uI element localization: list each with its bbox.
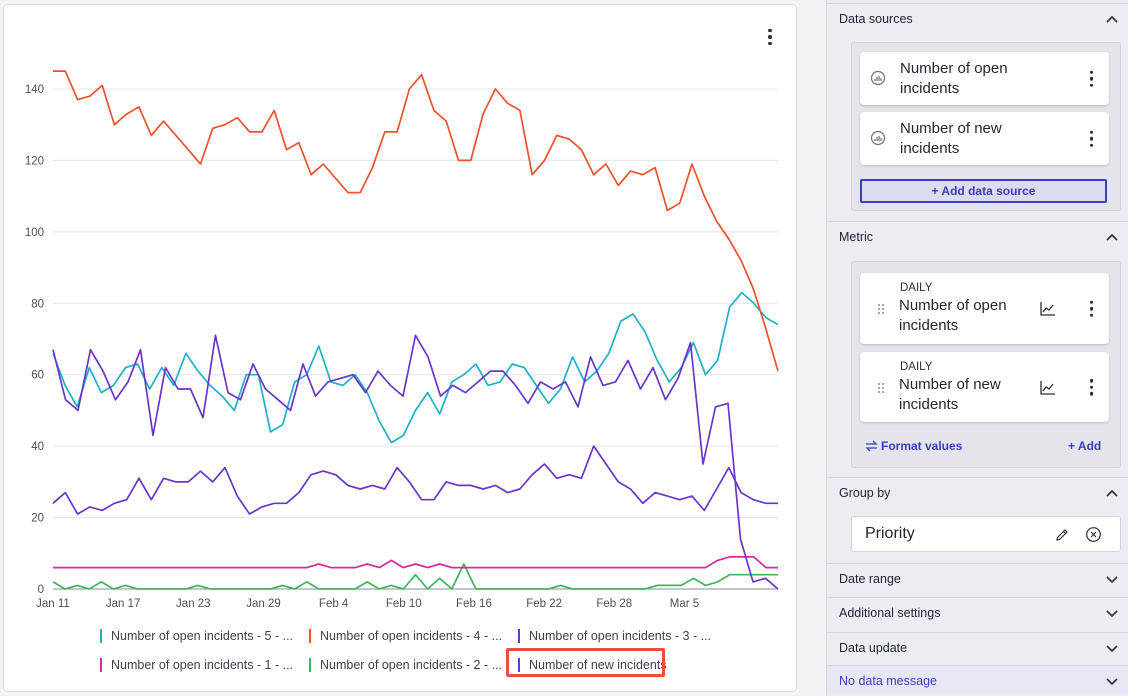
legend-swatch bbox=[309, 658, 311, 672]
section-header-additional-settings[interactable]: Additional settings bbox=[827, 597, 1128, 627]
chart-series bbox=[52, 70, 779, 590]
y-tick-label: 100 bbox=[25, 227, 44, 239]
legend-label: Number of open incidents - 4 - ... bbox=[320, 629, 503, 643]
legend-swatch bbox=[518, 658, 520, 672]
group-by-field[interactable]: Priority bbox=[851, 516, 1121, 552]
legend-highlight-box bbox=[506, 648, 665, 677]
format-values-icon bbox=[865, 440, 878, 452]
chevron-down-icon bbox=[1106, 678, 1118, 686]
x-axis: Jan 11 Jan 17 Jan 23 Jan 29 Feb 4 Feb 10 Feb 1… bbox=[36, 598, 699, 610]
x-tick-label: Feb 4 bbox=[319, 598, 349, 610]
x-tick-label: Jan 29 bbox=[246, 598, 281, 610]
chart-more-options-icon[interactable] bbox=[760, 23, 780, 51]
x-tick-label: Feb 22 bbox=[526, 598, 562, 610]
section-header-no-data-message[interactable]: No data message bbox=[827, 665, 1128, 695]
legend-swatch bbox=[309, 629, 311, 643]
data-source-more-options-icon[interactable] bbox=[1089, 130, 1093, 147]
series-line-2[interactable] bbox=[52, 445, 778, 515]
configuration-panel: Data sources Number of open incidents Nu… bbox=[826, 0, 1128, 696]
section-header-metric[interactable]: Metric bbox=[827, 221, 1128, 251]
legend-swatch bbox=[100, 629, 102, 643]
legend-label: Number of open incidents - 1 - ... bbox=[111, 658, 294, 672]
data-source-item-new-incidents[interactable]: Number of new incidents bbox=[860, 112, 1109, 165]
section-title: No data message bbox=[839, 673, 937, 688]
y-tick-label: 60 bbox=[31, 370, 44, 382]
y-tick-label: 40 bbox=[31, 441, 44, 453]
section-title: Data update bbox=[839, 640, 908, 655]
line-chart-icon[interactable] bbox=[1039, 380, 1057, 396]
metric-more-options-icon[interactable] bbox=[1089, 378, 1093, 396]
legend-label: Number of open incidents - 3 - ... bbox=[529, 629, 712, 643]
y-axis: 0 20 40 60 80 100 120 140 bbox=[25, 84, 44, 596]
x-tick-label: Feb 28 bbox=[596, 598, 632, 610]
series-line-0[interactable] bbox=[52, 291, 779, 444]
section-header-group-by[interactable]: Group by bbox=[827, 477, 1128, 507]
y-tick-label: 120 bbox=[25, 155, 44, 167]
drag-handle-icon[interactable] bbox=[877, 382, 885, 394]
metric-more-options-icon[interactable] bbox=[1089, 300, 1093, 317]
drag-handle-icon[interactable] bbox=[877, 303, 885, 315]
x-tick-label: Feb 10 bbox=[386, 598, 422, 610]
section-header-date-range[interactable]: Date range bbox=[827, 563, 1128, 593]
add-data-source-button[interactable]: + Add data source bbox=[860, 179, 1107, 203]
metric-title: Number of new incidents bbox=[899, 376, 1001, 413]
legend-label: Number of open incidents - 2 - ... bbox=[320, 658, 503, 672]
legend-swatch bbox=[100, 658, 102, 672]
x-tick-label: Jan 23 bbox=[176, 598, 211, 610]
legend-swatch bbox=[518, 629, 520, 643]
metric-period: DAILY bbox=[900, 282, 933, 294]
y-tick-label: 80 bbox=[31, 298, 44, 310]
data-source-icon bbox=[870, 70, 886, 86]
series-line-3[interactable] bbox=[53, 556, 778, 569]
chevron-down-icon bbox=[1106, 576, 1118, 584]
section-header-data-sources[interactable]: Data sources bbox=[827, 3, 1128, 33]
edit-pencil-icon[interactable] bbox=[1054, 527, 1070, 543]
series-line-4[interactable] bbox=[52, 563, 778, 590]
metric-period: DAILY bbox=[900, 361, 933, 373]
legend-item-open-2[interactable]: Number of open incidents - 2 - ... bbox=[309, 652, 502, 678]
chevron-up-icon bbox=[1106, 489, 1118, 497]
line-chart-icon[interactable] bbox=[1039, 301, 1057, 317]
legend-label: Number of open incidents - 5 - ... bbox=[111, 629, 294, 643]
legend-item-open-5[interactable]: Number of open incidents - 5 - ... bbox=[100, 623, 293, 649]
section-title: Additional settings bbox=[839, 605, 941, 620]
section-header-data-update[interactable]: Data update bbox=[827, 632, 1128, 662]
chevron-down-icon bbox=[1106, 610, 1118, 618]
legend-item-open-4[interactable]: Number of open incidents - 4 - ... bbox=[309, 623, 502, 649]
data-source-title: Number of open incidents bbox=[900, 60, 1008, 97]
y-tick-label: 20 bbox=[31, 513, 44, 525]
metric-title: Number of open incidents bbox=[899, 297, 1007, 334]
metric-item-open-incidents[interactable]: DAILY Number of open incidents bbox=[860, 273, 1109, 344]
chart-card bbox=[3, 4, 797, 692]
section-title: Metric bbox=[839, 229, 874, 244]
legend-item-open-3[interactable]: Number of open incidents - 3 - ... bbox=[518, 623, 711, 649]
series-line-5[interactable] bbox=[52, 334, 779, 590]
chevron-up-icon bbox=[1106, 233, 1118, 241]
add-metric-button[interactable]: + Add bbox=[1068, 439, 1102, 453]
section-title: Group by bbox=[839, 485, 891, 500]
series-line-1[interactable] bbox=[53, 70, 779, 372]
group-by-value: Priority bbox=[865, 525, 915, 542]
legend-item-new-incidents[interactable]: Number of new incidents bbox=[518, 652, 667, 678]
format-values-button[interactable]: Format values bbox=[865, 439, 962, 453]
y-tick-label: 140 bbox=[25, 84, 44, 96]
section-title: Date range bbox=[839, 571, 901, 586]
x-tick-label: Jan 11 bbox=[36, 598, 70, 610]
chevron-up-icon bbox=[1106, 15, 1118, 23]
section-title: Data sources bbox=[839, 11, 913, 26]
chevron-down-icon bbox=[1106, 645, 1118, 653]
legend-item-open-1[interactable]: Number of open incidents - 1 - ... bbox=[100, 652, 293, 678]
x-tick-label: Mar 5 bbox=[670, 598, 699, 610]
data-source-more-options-icon[interactable] bbox=[1089, 70, 1093, 87]
legend-label: Number of new incidents bbox=[529, 658, 667, 672]
metric-item-new-incidents[interactable]: DAILY Number of new incidents bbox=[860, 352, 1109, 422]
data-source-title: Number of new incidents bbox=[900, 120, 1002, 157]
data-source-icon bbox=[870, 130, 886, 146]
data-source-item-open-incidents[interactable]: Number of open incidents bbox=[860, 52, 1109, 105]
x-tick-label: Jan 17 bbox=[106, 598, 141, 610]
y-tick-label: 0 bbox=[38, 584, 44, 596]
x-tick-label: Feb 16 bbox=[456, 598, 492, 610]
clear-icon[interactable] bbox=[1085, 526, 1102, 543]
